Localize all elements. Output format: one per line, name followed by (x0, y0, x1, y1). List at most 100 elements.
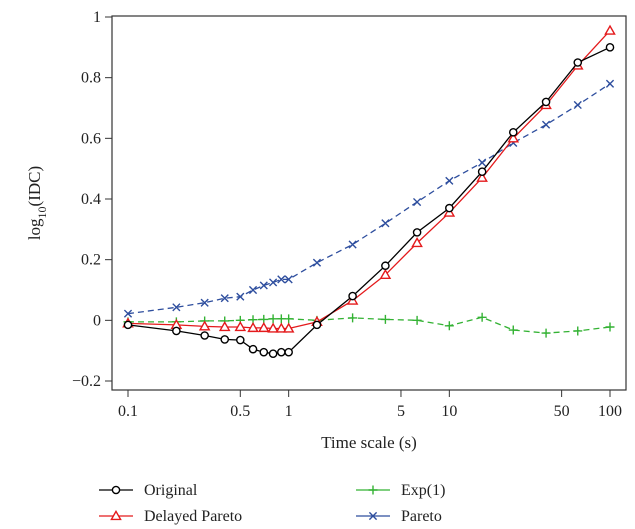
data-point-pareto (236, 292, 245, 301)
data-point-original (412, 228, 422, 237)
data-point-delayed-pareto (234, 320, 247, 332)
data-point-pareto (541, 120, 551, 129)
legend-label-exp-1: Exp(1) (401, 482, 445, 499)
legend-marker-exp-1 (368, 485, 378, 495)
y-tick-label: 0.2 (81, 252, 101, 269)
y-tick-label: 0.4 (81, 191, 101, 208)
data-point-original (123, 320, 133, 330)
data-point-exp-1 (348, 313, 358, 323)
legend-item-pareto: Pareto (356, 508, 442, 525)
x-tick-label: 100 (598, 403, 622, 420)
data-point-pareto (412, 197, 422, 207)
data-point-original (477, 167, 487, 176)
data-point-delayed-pareto (507, 132, 520, 143)
data-point-original (541, 97, 551, 107)
data-point-delayed-pareto (411, 236, 423, 248)
data-point-delayed-pareto (198, 320, 211, 331)
plot-frame (111, 15, 627, 391)
data-point-delayed-pareto (275, 322, 288, 333)
data-point-exp-1 (380, 314, 390, 324)
series-line-exp-1 (128, 316, 611, 334)
x-tick-label: 0.1 (118, 403, 138, 420)
legend-item-exp-1: Exp(1) (356, 482, 445, 499)
y-tick-label: 0 (93, 312, 101, 329)
data-point-original (381, 261, 390, 271)
series-delayed-pareto (122, 24, 616, 333)
data-point-pareto (381, 219, 390, 228)
data-point-pareto (445, 176, 454, 185)
data-point-exp-1 (444, 321, 454, 331)
data-point-pareto (478, 158, 487, 167)
data-point-original (605, 43, 615, 52)
data-point-original (284, 347, 293, 357)
data-point-delayed-pareto (218, 320, 231, 332)
legend-marker-pareto (368, 511, 378, 521)
x-ticks: 0.1 0.5 1 5 10 50 100 (118, 390, 622, 420)
data-point-delayed-pareto (247, 321, 259, 333)
data-point-original (312, 320, 322, 330)
data-point-exp-1 (508, 325, 518, 335)
data-point-pareto (312, 258, 322, 267)
data-point-delayed-pareto (257, 321, 270, 333)
data-point-delayed-pareto (267, 322, 279, 333)
legend-item-delayed-pareto: Delayed Pareto (99, 508, 242, 525)
data-point-delayed-pareto (379, 268, 392, 279)
data-point-original (277, 347, 286, 357)
data-point-original (268, 349, 278, 359)
legend-label-pareto: Pareto (401, 508, 442, 525)
legend-marker-original (111, 485, 121, 495)
x-tick-label: 5 (397, 403, 405, 420)
data-point-pareto (348, 240, 357, 249)
data-point-pareto (172, 303, 181, 312)
data-point-original (259, 347, 269, 357)
legend-marker-delayed-pareto (110, 509, 122, 521)
x-axis-label: Time scale (s) (321, 433, 417, 452)
legend-label-original: Original (144, 482, 198, 499)
y-tick-label: 0.8 (81, 70, 101, 87)
data-point-exp-1 (541, 328, 551, 338)
data-point-exp-1 (412, 315, 422, 325)
data-point-pareto (277, 275, 286, 284)
series-line-delayed-pareto (127, 30, 611, 330)
legend-label-delayed-pareto: Delayed Pareto (144, 508, 242, 525)
series-original (123, 43, 615, 359)
data-point-exp-1 (284, 314, 294, 324)
legend: Original Delayed Pareto Exp(1) Pareto (99, 482, 445, 525)
data-point-pareto (248, 285, 258, 295)
data-point-original (248, 344, 258, 354)
data-point-exp-1 (605, 322, 615, 332)
data-point-delayed-pareto (282, 322, 295, 333)
y-tick-label: −0.2 (72, 373, 101, 390)
data-point-pareto (123, 309, 133, 318)
data-point-pareto (284, 275, 293, 284)
x-tick-label: 1 (285, 403, 293, 420)
data-point-pareto (605, 79, 615, 88)
data-point-delayed-pareto (604, 24, 616, 35)
series-line-pareto (127, 83, 611, 315)
y-axis-label: log10(IDC) (25, 166, 49, 240)
y-tick-label: 1 (93, 9, 101, 26)
data-point-pareto (200, 298, 209, 307)
data-point-original (172, 326, 181, 336)
data-point-exp-1 (268, 314, 278, 324)
data-point-exp-1 (573, 326, 583, 336)
y-ticks: −0.2 0 0.2 0.4 0.6 0.8 1 (72, 9, 112, 390)
data-point-delayed-pareto (476, 171, 488, 182)
series-pareto (123, 79, 615, 318)
y-tick-label: 0.6 (81, 130, 101, 147)
data-point-pareto (573, 100, 582, 110)
data-point-original (200, 331, 209, 340)
data-point-original (348, 291, 357, 301)
data-point-original (220, 335, 230, 344)
series-line-original (127, 46, 611, 355)
data-point-pareto (269, 278, 278, 287)
data-point-pareto (220, 294, 229, 303)
data-point-pareto (259, 281, 268, 290)
x-tick-label: 0.5 (230, 403, 250, 420)
legend-item-original: Original (99, 482, 198, 499)
x-tick-label: 10 (441, 403, 457, 420)
data-point-original (445, 203, 454, 213)
x-tick-label: 50 (554, 403, 570, 420)
data-point-original (236, 335, 245, 345)
